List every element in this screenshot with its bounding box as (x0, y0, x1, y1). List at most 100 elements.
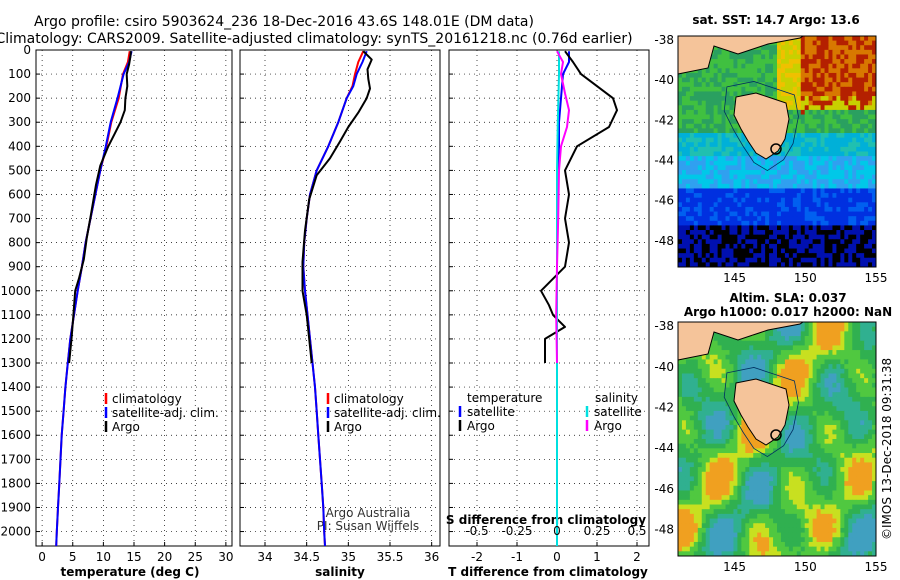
sst-map-cell (681, 100, 687, 106)
sla-map-cell (832, 499, 837, 505)
sla-map-cell (749, 457, 754, 463)
sst-map-cell (792, 202, 798, 208)
sla-map-cell (693, 485, 699, 491)
sst-map-cell (816, 91, 821, 97)
sla-map-cell (864, 382, 869, 388)
sla-map-cell (701, 354, 707, 360)
sst-map-cell (725, 156, 730, 162)
sst-map-cell (824, 257, 829, 263)
sst-map-cell (689, 137, 695, 143)
sla-map-cell (685, 378, 691, 384)
sla-map-cell (784, 429, 790, 435)
sla-map-cell (701, 457, 707, 463)
sst-map-cell (678, 128, 683, 134)
sst-map-cell (745, 202, 750, 208)
sla-map-cell (725, 382, 730, 388)
sst-map-cell (741, 68, 746, 74)
sla-map-cell (689, 387, 695, 393)
sla-map-cell (856, 350, 861, 356)
sla-map-cell (761, 331, 766, 337)
sla-map-cell (860, 476, 865, 482)
x-tick-label: 34 (257, 550, 272, 564)
sst-map-cell (804, 54, 810, 60)
sst-map-cell (777, 262, 782, 268)
sla-map-cell (737, 434, 742, 440)
sst-map-cell (852, 248, 857, 254)
sst-map-cell (749, 193, 754, 199)
sla-map-cell (729, 471, 734, 477)
sst-map-cell (824, 128, 829, 134)
sst-map-cell (792, 72, 798, 78)
sst-map-cell (824, 216, 829, 222)
sla-map-cell (701, 364, 707, 370)
sla-map-cell (848, 401, 853, 407)
sst-map-cell (784, 257, 790, 263)
sst-map-cell (824, 206, 829, 212)
sst-map-cell (844, 243, 849, 249)
sla-map-cell (765, 462, 770, 468)
sst-map-cell (852, 160, 857, 166)
sla-map-cell (749, 359, 754, 365)
sst-map-cell (784, 160, 790, 166)
legend-label: Argo (594, 419, 622, 433)
x-tick-label: 1 (593, 550, 601, 564)
sst-map-cell (705, 230, 711, 236)
sst-map-cell (780, 59, 786, 65)
sst-map-cell (852, 54, 857, 60)
sst-map-cell (792, 174, 798, 180)
sst-map-cell (872, 165, 877, 171)
sst-map-cell (769, 54, 774, 60)
sla-map-cell (860, 336, 865, 342)
sst-map-cell (816, 36, 821, 42)
x-tick-label: 10 (96, 550, 111, 564)
sla-map-cell (713, 331, 718, 337)
sla-map-cell (769, 518, 774, 524)
sla-map-cell (852, 509, 857, 515)
sla-map-cell (808, 392, 814, 398)
sst-map-cell (757, 183, 762, 189)
sst-map-cell (705, 257, 711, 263)
sst-map-cell (713, 211, 718, 217)
sla-map-cell (709, 387, 715, 393)
sla-map-cell (840, 420, 845, 426)
sla-map-cell (860, 396, 865, 402)
sla-map-cell (836, 359, 841, 365)
sst-map-cell (864, 193, 869, 199)
sst-map-cell (872, 262, 877, 268)
sst-map-cell (765, 216, 770, 222)
sst-map-cell (792, 142, 798, 148)
sst-map-cell (761, 68, 766, 74)
sla-map-cell (856, 495, 861, 501)
sst-map-cell (769, 68, 774, 74)
sst-map-cell (836, 146, 841, 152)
sst-map-cell (697, 133, 703, 139)
sst-map-cell (860, 82, 865, 88)
sla-map-cell (816, 509, 821, 515)
sst-map-cell (725, 63, 730, 69)
temperature-axes-frame (35, 49, 233, 547)
sst-map-cell (804, 156, 810, 162)
sst-map-cell (804, 40, 810, 46)
sla-map-cell (860, 406, 865, 412)
sla-map-cell (872, 350, 877, 356)
sla-map-cell (713, 415, 718, 421)
sst-map-cell (713, 156, 718, 162)
sst-map-cell (844, 174, 849, 180)
sla-map-cell (769, 462, 774, 468)
sst-map-cell (705, 206, 711, 212)
sla-map-cell (864, 336, 869, 342)
x-tick-label: 35 (341, 550, 356, 564)
sst-map-cell (868, 91, 873, 97)
sla-map-cell (860, 378, 865, 384)
sst-map-cell (848, 45, 853, 51)
sla-map-cell (840, 368, 845, 374)
sst-map-cell (685, 220, 691, 226)
sst-map-cell (812, 197, 817, 203)
sst-map-cell (765, 86, 770, 92)
sla-map-cell (856, 499, 861, 505)
sst-map-cell (848, 206, 853, 212)
sla-map-cell (693, 448, 699, 454)
sla-map-cell (828, 354, 833, 360)
sst-map-cell (689, 216, 695, 222)
sst-map-cell (689, 248, 695, 254)
